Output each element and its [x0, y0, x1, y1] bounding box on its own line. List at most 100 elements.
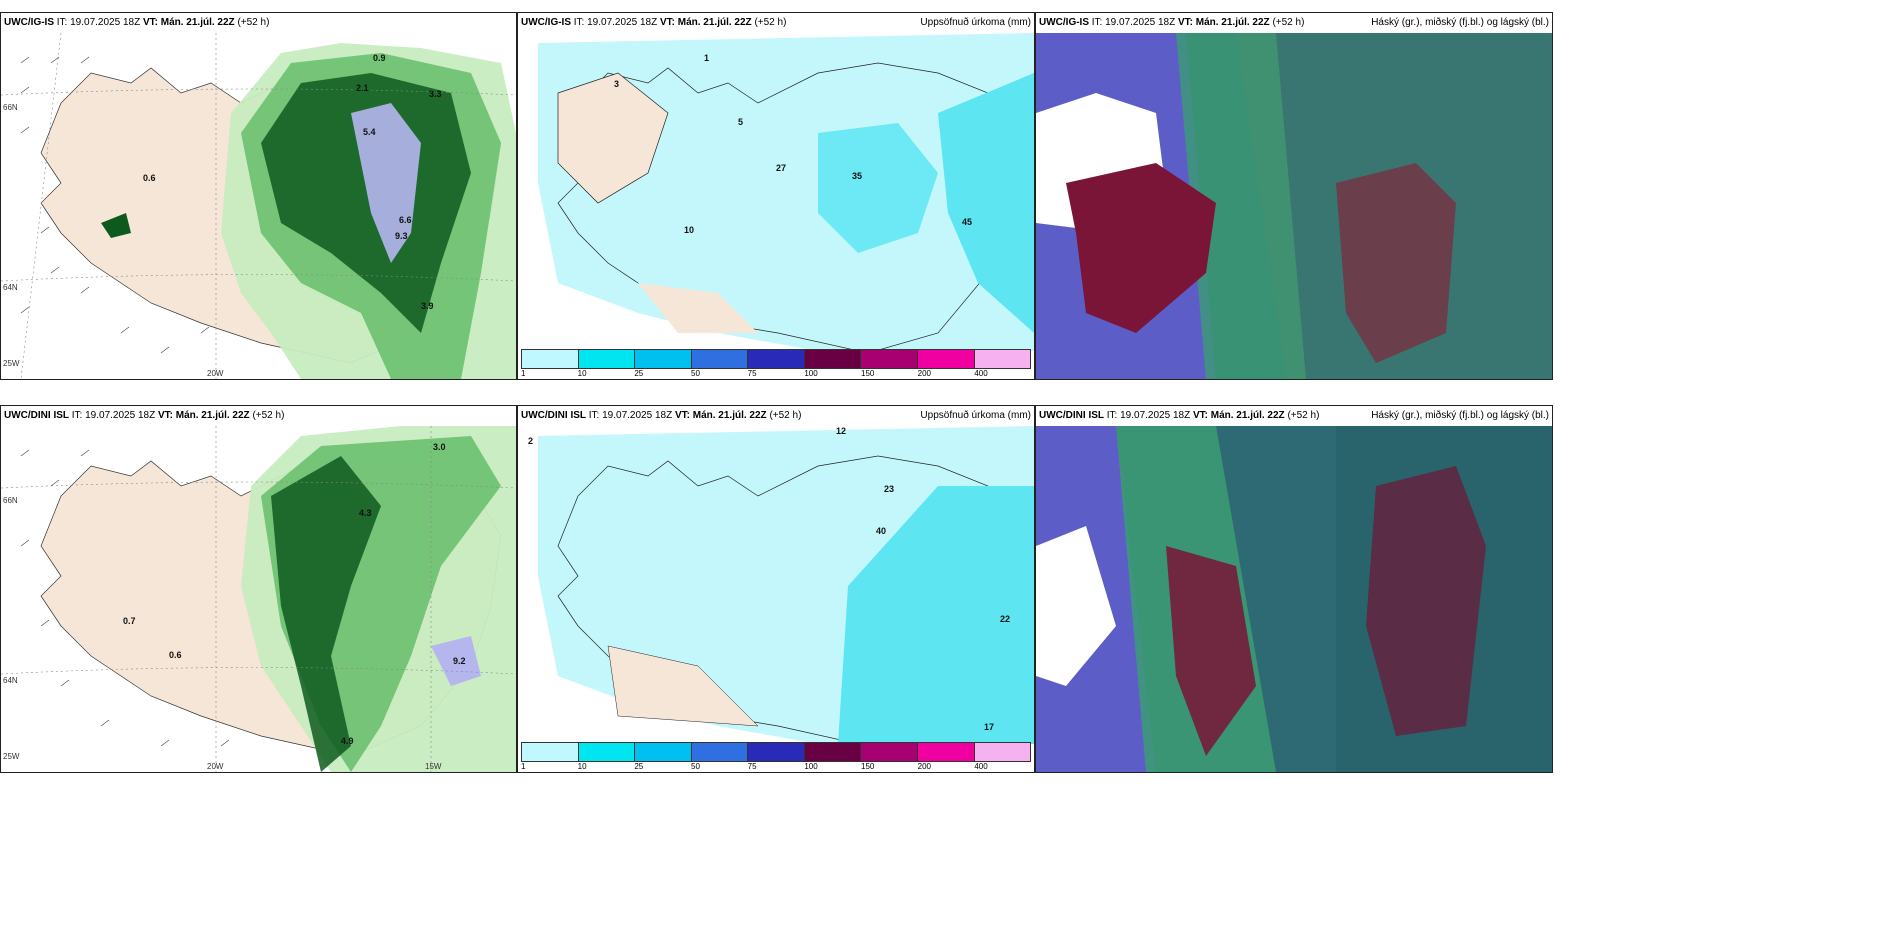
panel-header: UWC/IG-IS IT: 19.07.2025 18Z VT: Mán. 21… [1036, 13, 1552, 33]
value-label: 0.7 [123, 616, 136, 626]
panel-top-left: UWC/IG-IS IT: 19.07.2025 18Z VT: Mán. 21… [0, 12, 517, 380]
panel-top-mid: UWC/IG-IS IT: 19.07.2025 18Z VT: Mán. 21… [517, 12, 1035, 380]
value-label: 5 [738, 117, 744, 127]
map-title: Uppsöfnuð úrkoma (mm) [920, 17, 1031, 28]
lon-15-label: 15W [425, 762, 442, 771]
it-label: IT: [1106, 410, 1118, 421]
colorbar-segment [691, 350, 749, 368]
colorbar-tick-label: 200 [917, 762, 932, 771]
colorbar-tick-label: 25 [634, 369, 644, 378]
lon-20-label: 20W [207, 369, 224, 378]
panel-header: UWC/DINI ISL IT: 19.07.2025 18Z VT: Mán.… [1, 406, 516, 426]
panel-bottom-mid: UWC/DINI ISL IT: 19.07.2025 18Z VT: Mán.… [517, 405, 1035, 773]
colorbar-segment [578, 350, 636, 368]
panel-header: UWC/IG-IS IT: 19.07.2025 18Z VT: Mán. 21… [518, 13, 1034, 33]
lat-66-label: 66N [3, 103, 18, 112]
precip-colorbar [521, 349, 1031, 369]
colorbar-tick-label: 200 [917, 369, 932, 378]
colorbar-segment [917, 743, 975, 761]
model-name: UWC/DINI ISL [521, 410, 586, 421]
lead-time: (+52 h) [754, 17, 787, 28]
lon-25-label: 25W [3, 359, 20, 368]
vt-value: Mán. 21.júl. 22Z [175, 410, 250, 421]
colorbar-segment [522, 743, 579, 761]
it-value: 19.07.2025 18Z [1105, 17, 1176, 28]
colorbar-tick-label: 10 [577, 369, 587, 378]
panel-bottom-left: UWC/DINI ISL IT: 19.07.2025 18Z VT: Mán.… [0, 405, 517, 773]
panel-header: UWC/DINI ISL IT: 19.07.2025 18Z VT: Mán.… [1036, 406, 1552, 426]
map-title: Háský (gr.), miðský (fj.bl.) og lágský (… [1371, 410, 1549, 421]
value-label: 6.6 [399, 215, 412, 225]
vt-value: Mán. 21.júl. 22Z [692, 410, 767, 421]
value-label: 12 [836, 426, 847, 436]
value-label: 2 [528, 436, 534, 446]
panel-bottom-right: UWC/DINI ISL IT: 19.07.2025 18Z VT: Mán.… [1035, 405, 1553, 773]
panel-top-right: UWC/IG-IS IT: 19.07.2025 18Z VT: Mán. 21… [1035, 12, 1553, 380]
value-label: 45 [962, 217, 973, 227]
it-label: IT: [1091, 17, 1103, 28]
it-value: 19.07.2025 18Z [70, 17, 141, 28]
colorbar-labels: 1 10 25 50 75 100 150 200 400 [521, 762, 1031, 772]
colorbar-tick-label: 400 [974, 369, 988, 378]
precip-hourly-map: 66N 64N 25W 20W 0.6 0.9 2.1 3.3 5.4 6.6 … [1, 33, 516, 379]
colorbar-tick-label: 100 [804, 762, 818, 771]
model-name: UWC/IG-IS [1039, 17, 1089, 28]
colorbar-tick-label: 1 [521, 369, 526, 378]
colorbar-segment [917, 350, 975, 368]
value-label: 0.6 [143, 173, 156, 183]
it-value: 19.07.2025 18Z [1120, 410, 1191, 421]
colorbar-segment [522, 350, 579, 368]
vt-label: VT: [674, 410, 690, 421]
lead-time: (+52 h) [237, 17, 270, 28]
colorbar-tick-label: 100 [804, 369, 818, 378]
lat-64-label: 64N [3, 676, 18, 685]
map-title: Uppsöfnuð úrkoma (mm) [920, 410, 1031, 421]
panel-header: UWC/DINI ISL IT: 19.07.2025 18Z VT: Mán.… [518, 406, 1034, 426]
vt-label: VT: [1192, 410, 1208, 421]
colorbar-tick-label: 400 [974, 762, 988, 771]
value-label: 4.3 [359, 508, 372, 518]
value-label: 17 [984, 722, 995, 732]
value-label: 0.6 [169, 650, 182, 660]
lat-66-label: 66N [3, 496, 18, 505]
it-label: IT: [56, 17, 68, 28]
accumulated-precip-map: 1 3 5 10 27 35 45 [518, 33, 1034, 351]
lead-time: (+52 h) [769, 410, 802, 421]
lead-time: (+52 h) [1272, 17, 1305, 28]
vt-label: VT: [142, 17, 158, 28]
it-value: 19.07.2025 18Z [587, 17, 658, 28]
cloud-cover-map [1036, 33, 1552, 379]
colorbar-tick-label: 150 [861, 762, 875, 771]
colorbar-segment [804, 350, 862, 368]
vt-value: Mán. 21.júl. 22Z [160, 17, 235, 28]
model-name: UWC/IG-IS [4, 17, 54, 28]
model-name: UWC/IG-IS [521, 17, 571, 28]
value-label: 1 [704, 53, 710, 63]
colorbar-segment [691, 743, 749, 761]
lead-time: (+52 h) [1287, 410, 1320, 421]
value-label: 2.1 [356, 83, 369, 93]
colorbar-segment [635, 743, 692, 761]
colorbar-labels: 1 10 25 50 75 100 150 200 400 [521, 369, 1031, 379]
value-label: 23 [884, 484, 895, 494]
colorbar-segment [748, 350, 805, 368]
colorbar-tick-label: 150 [861, 369, 875, 378]
lead-time: (+52 h) [252, 410, 285, 421]
value-label: 0.9 [373, 53, 386, 63]
map-title: Háský (gr.), miðský (fj.bl.) og lágský (… [1371, 17, 1549, 28]
value-label: 4.9 [341, 736, 354, 746]
vt-label: VT: [157, 410, 173, 421]
colorbar-segment [635, 350, 692, 368]
colorbar-segment [861, 743, 918, 761]
it-label: IT: [573, 17, 585, 28]
lon-25-label: 25W [3, 752, 20, 761]
colorbar-segment [748, 743, 805, 761]
panel-header: UWC/IG-IS IT: 19.07.2025 18Z VT: Mán. 21… [1, 13, 516, 33]
value-label: 27 [776, 163, 787, 173]
colorbar-segment [974, 743, 1031, 761]
vt-label: VT: [659, 17, 675, 28]
value-label: 10 [684, 225, 695, 235]
colorbar-tick-label: 50 [691, 762, 700, 771]
it-value: 19.07.2025 18Z [85, 410, 156, 421]
value-label: 40 [876, 526, 887, 536]
